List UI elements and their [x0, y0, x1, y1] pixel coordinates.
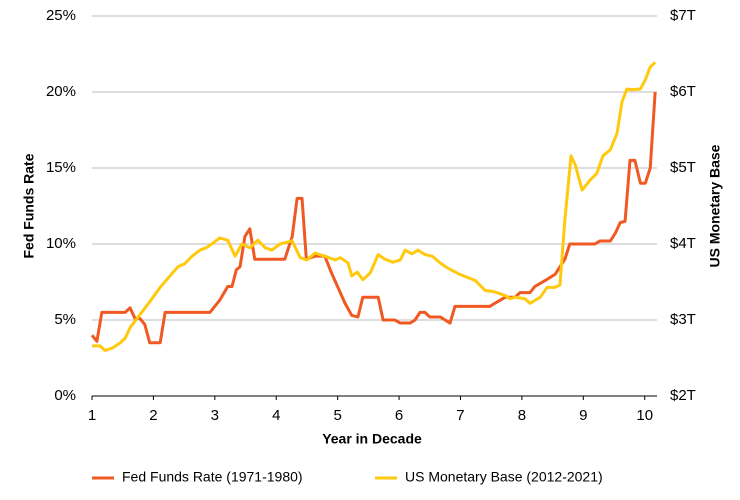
x-tick-label: 10 [636, 407, 653, 424]
y2-tick-label: $6T [670, 83, 696, 100]
y-tick-label: 15% [46, 159, 76, 176]
legend-label: Fed Funds Rate (1971-1980) [122, 469, 303, 485]
legend-label: US Monetary Base (2012-2021) [405, 469, 603, 485]
x-axis-title: Year in Decade [322, 431, 422, 447]
x-tick-label: 5 [333, 407, 341, 424]
y2-tick-label: $5T [670, 159, 696, 176]
y2-tick-label: $4T [670, 235, 696, 252]
series-line [92, 61, 657, 352]
y-tick-label: 20% [46, 83, 76, 100]
x-tick-label: 9 [579, 407, 587, 424]
x-tick-label: 7 [456, 407, 464, 424]
y-tick-label: 0% [54, 387, 76, 404]
y2-tick-label: $2T [670, 387, 696, 404]
y2-tick-label: $7T [670, 7, 696, 24]
series-line [90, 91, 657, 345]
y-axis-title: Fed Funds Rate [21, 153, 37, 258]
y-tick-label: 25% [46, 7, 76, 24]
y2-tick-label: $3T [670, 311, 696, 328]
x-tick-label: 4 [272, 407, 280, 424]
x-tick-label: 2 [149, 407, 157, 424]
y-tick-label: 5% [54, 311, 76, 328]
x-tick-label: 6 [395, 407, 403, 424]
x-tick-label: 1 [88, 407, 96, 424]
y2-axis-title: US Monetary Base [707, 144, 723, 267]
y-tick-label: 10% [46, 235, 76, 252]
x-tick-label: 3 [211, 407, 219, 424]
x-tick-label: 8 [518, 407, 526, 424]
